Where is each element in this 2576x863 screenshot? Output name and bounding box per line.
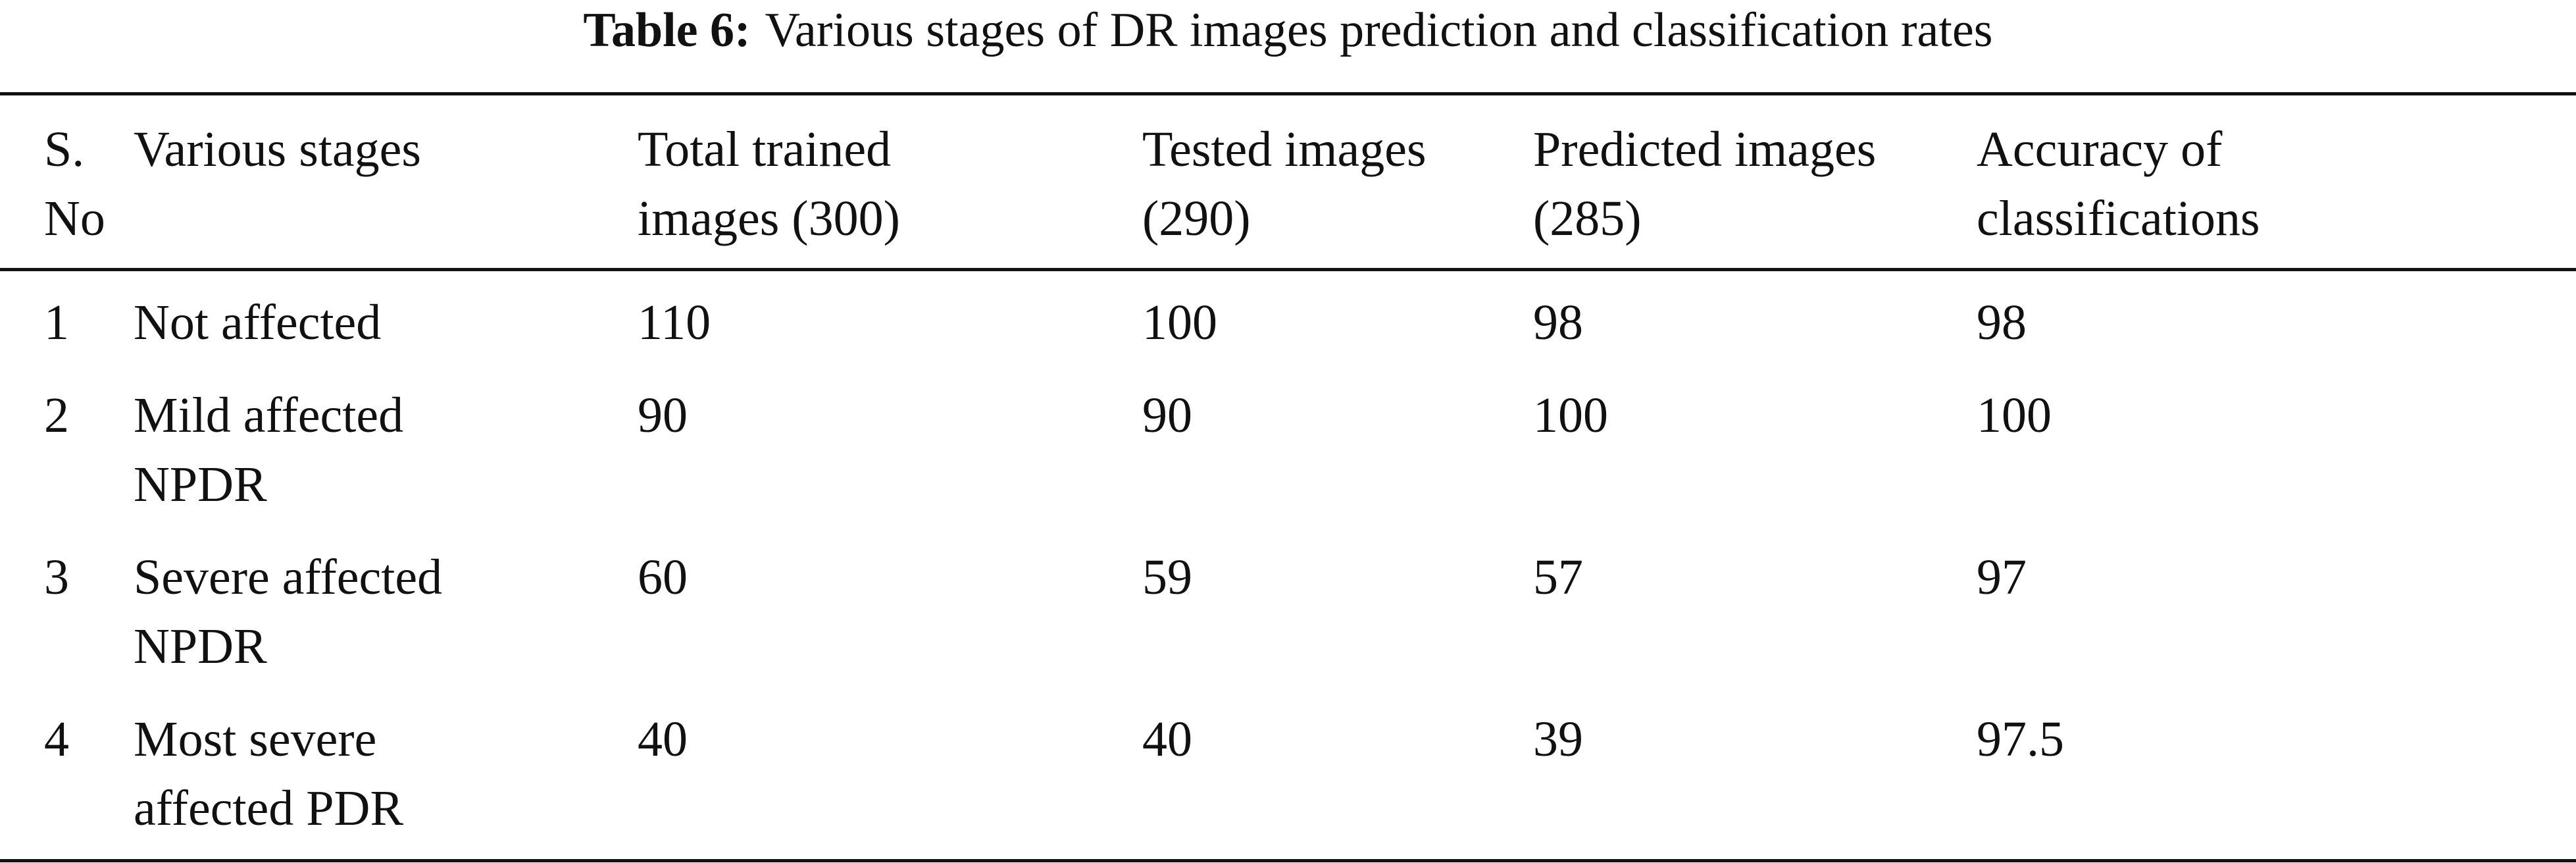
table-cell: 90 [1142,372,1533,534]
header-cell: Predicted images (285) [1533,94,1977,270]
cell-text: 39 [1533,712,1583,767]
header-text: Total trained images (300) [638,122,900,246]
table-cell: 4 [0,696,134,861]
table-cell: 90 [638,372,1142,534]
cell-text: 110 [638,295,711,350]
header-text: Tested images (290) [1142,122,1427,246]
data-table: S. No Various stages Total trained images … [0,92,2576,862]
table-cell: 97 [1977,534,2576,696]
cell-text: Mild affected NPDR [134,388,404,512]
cell-text: 100 [1142,295,1217,350]
cell-text: 100 [1533,388,1608,443]
table-row: 1 Not affected 110 100 98 98 [0,270,2576,373]
cell-text: Most severe affected PDR [134,712,404,836]
table-cell: Mild affected NPDR [134,372,638,534]
table-head: S. No Various stages Total trained images … [0,93,2576,270]
cell-text: 3 [44,550,69,605]
table-row: 2 Mild affected NPDR 90 90 100 100 [0,372,2576,534]
table-cell: 100 [1533,372,1977,534]
cell-text: 98 [1977,295,2027,350]
table-cell: 40 [638,696,1142,861]
header-cell: Various stages [134,94,638,270]
table-cell: 59 [1142,534,1533,696]
table-row: 4 Most severe affected PDR 40 40 39 97.5 [0,696,2576,861]
table-cell: Most severe affected PDR [134,696,638,861]
table-row: 3 Severe affected NPDR 60 59 57 97 [0,534,2576,696]
header-text: Accuracy of classifications [1977,122,2260,246]
table-cell: 100 [1142,270,1533,373]
cell-text: 2 [44,388,69,443]
table-cell: 3 [0,534,134,696]
cell-text: Not affected [134,295,382,350]
cell-text: 59 [1142,550,1192,605]
caption-label: Table 6: [583,3,751,57]
table-cell: 110 [638,270,1142,373]
caption-text: Various stages of DR images prediction a… [765,3,1993,57]
table-cell: 57 [1533,534,1977,696]
cell-text: 4 [44,712,69,767]
cell-text: 57 [1533,550,1583,605]
cell-text: 40 [1142,712,1192,767]
table-cell: Not affected [134,270,638,373]
cell-text: 100 [1977,388,2052,443]
header-row: S. No Various stages Total trained images … [0,93,2576,270]
cell-text: Severe affected NPDR [134,550,443,674]
table-cell: 60 [638,534,1142,696]
table-cell: 97.5 [1977,696,2576,861]
table-body: 1 Not affected 110 100 98 98 2 Mild affected NP… [0,270,2576,861]
table-caption: Table 6: Various stages of DR images pred… [0,3,2576,58]
table-cell: 98 [1977,270,2576,373]
header-text: Various stages [134,122,421,177]
header-cell: S. No [0,94,134,270]
cell-text: 90 [638,388,688,443]
table-cell: 100 [1977,372,2576,534]
header-cell: Tested images (290) [1142,94,1533,270]
cell-text: 1 [44,295,69,350]
table-cell: 1 [0,270,134,373]
cell-text: 98 [1533,295,1583,350]
table-cell: 39 [1533,696,1977,861]
table-cell: 40 [1142,696,1533,861]
cell-text: 97.5 [1977,712,2064,767]
cell-text: 97 [1977,550,2027,605]
header-text: Predicted images (285) [1533,122,1877,246]
header-cell: Accuracy of classifications [1977,94,2576,270]
header-text: S. No [44,122,105,246]
header-cell: Total trained images (300) [638,94,1142,270]
cell-text: 90 [1142,388,1192,443]
cell-text: 40 [638,712,688,767]
table-cell: Severe affected NPDR [134,534,638,696]
cell-text: 60 [638,550,688,605]
table-cell: 98 [1533,270,1977,373]
table-cell: 2 [0,372,134,534]
